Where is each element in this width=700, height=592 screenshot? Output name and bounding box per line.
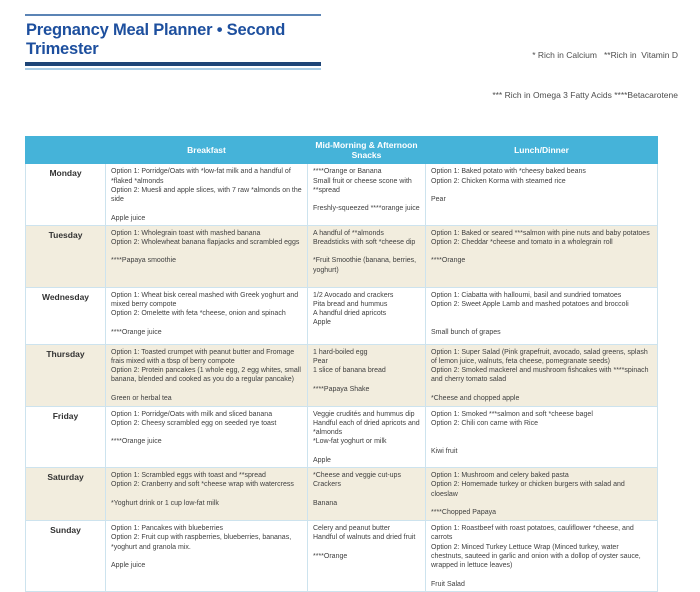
- day-label: Friday: [25, 405, 106, 469]
- snacks-cell: 1 hard-boiled egg Pear 1 slice of banana…: [307, 343, 426, 407]
- lunch-dinner-cell: Option 1: Mushroom and celery baked past…: [425, 467, 658, 522]
- title-underline-accent-rule: [25, 68, 321, 70]
- lunch-dinner-cell: Option 1: Roastbeef with roast potatoes,…: [425, 520, 658, 592]
- snacks-cell: ****Orange or Banana Small fruit or chee…: [307, 163, 426, 226]
- breakfast-cell: Option 1: Toasted crumpet with peanut bu…: [105, 343, 308, 407]
- table-row-tuesday: Tuesday Option 1: Wholegrain toast with …: [25, 224, 658, 288]
- lunch-dinner-cell: Option 1: Ciabatta with halloumi, basil …: [425, 286, 658, 345]
- breakfast-cell: Option 1: Wholegrain toast with mashed b…: [105, 224, 308, 288]
- title-underline-rule: [25, 62, 321, 66]
- snacks-cell: A handful of **almonds Breadsticks with …: [307, 224, 426, 288]
- day-label: Monday: [25, 163, 106, 226]
- column-header-snacks: Mid-Morning & Afternoon Snacks: [307, 136, 426, 165]
- snacks-cell: 1/2 Avocado and crackers Pita bread and …: [307, 286, 426, 345]
- snacks-cell: Veggie crudités and hummus dip Handful e…: [307, 405, 426, 469]
- table-row-friday: Friday Option 1: Porridge/Oats with milk…: [25, 405, 658, 469]
- column-header-breakfast: Breakfast: [105, 136, 308, 165]
- table-row-wednesday: Wednesday Option 1: Wheat bisk cereal ma…: [25, 286, 658, 345]
- page-title: Pregnancy Meal Planner • Second Trimeste…: [26, 21, 286, 58]
- snacks-cell: Celery and peanut butter Handful of waln…: [307, 520, 426, 592]
- day-label: Thursday: [25, 343, 106, 407]
- lunch-dinner-cell: Option 1: Super Salad (Pink grapefruit, …: [425, 343, 658, 407]
- breakfast-cell: Option 1: Pancakes with blueberries Opti…: [105, 520, 308, 592]
- column-header-day: [25, 136, 106, 165]
- snacks-cell: *Cheese and veggie cut-ups Crackers Bana…: [307, 467, 426, 522]
- table-row-monday: Monday Option 1: Porridge/Oats with *low…: [25, 163, 658, 226]
- breakfast-cell: Option 1: Porridge/Oats with *low-fat mi…: [105, 163, 308, 226]
- breakfast-cell: Option 1: Scrambled eggs with toast and …: [105, 467, 308, 522]
- nutrient-legend: * Rich in Calcium **Rich in Vitamin D **…: [492, 23, 678, 128]
- table-row-sunday: Sunday Option 1: Pancakes with blueberri…: [25, 520, 658, 592]
- page-header: Pregnancy Meal Planner • Second Trimeste…: [25, 14, 678, 128]
- meal-planner-table: Breakfast Mid-Morning & Afternoon Snacks…: [25, 136, 658, 592]
- legend-line-omega-betacarotene: *** Rich in Omega 3 Fatty Acids ****Beta…: [492, 89, 678, 100]
- lunch-dinner-cell: Option 1: Smoked ***salmon and soft *che…: [425, 405, 658, 469]
- title-top-rule: [25, 14, 321, 16]
- table-row-thursday: Thursday Option 1: Toasted crumpet with …: [25, 343, 658, 407]
- title-block: Pregnancy Meal Planner • Second Trimeste…: [25, 14, 321, 70]
- breakfast-cell: Option 1: Porridge/Oats with milk and sl…: [105, 405, 308, 469]
- column-header-lunch-dinner: Lunch/Dinner: [425, 136, 658, 165]
- table-header-row: Breakfast Mid-Morning & Afternoon Snacks…: [25, 136, 658, 165]
- legend-line-calcium-vitamin-d: * Rich in Calcium **Rich in Vitamin D: [532, 50, 678, 61]
- table-row-saturday: Saturday Option 1: Scrambled eggs with t…: [25, 467, 658, 522]
- day-label: Saturday: [25, 467, 106, 522]
- lunch-dinner-cell: Option 1: Baked potato with *cheesy bake…: [425, 163, 658, 226]
- day-label: Wednesday: [25, 286, 106, 345]
- breakfast-cell: Option 1: Wheat bisk cereal mashed with …: [105, 286, 308, 345]
- day-label: Tuesday: [25, 224, 106, 288]
- day-label: Sunday: [25, 520, 106, 592]
- lunch-dinner-cell: Option 1: Baked or seared ***salmon with…: [425, 224, 658, 288]
